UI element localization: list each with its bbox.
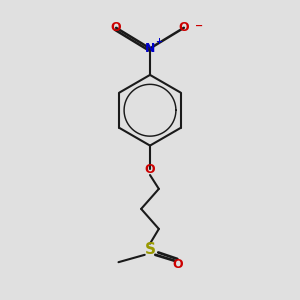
- Text: O: O: [111, 21, 122, 34]
- Text: O: O: [178, 21, 189, 34]
- Text: O: O: [145, 163, 155, 176]
- Text: N: N: [145, 42, 155, 55]
- Text: O: O: [173, 258, 183, 271]
- Text: +: +: [155, 38, 162, 46]
- Text: S: S: [145, 242, 155, 257]
- Text: −: −: [195, 21, 203, 31]
